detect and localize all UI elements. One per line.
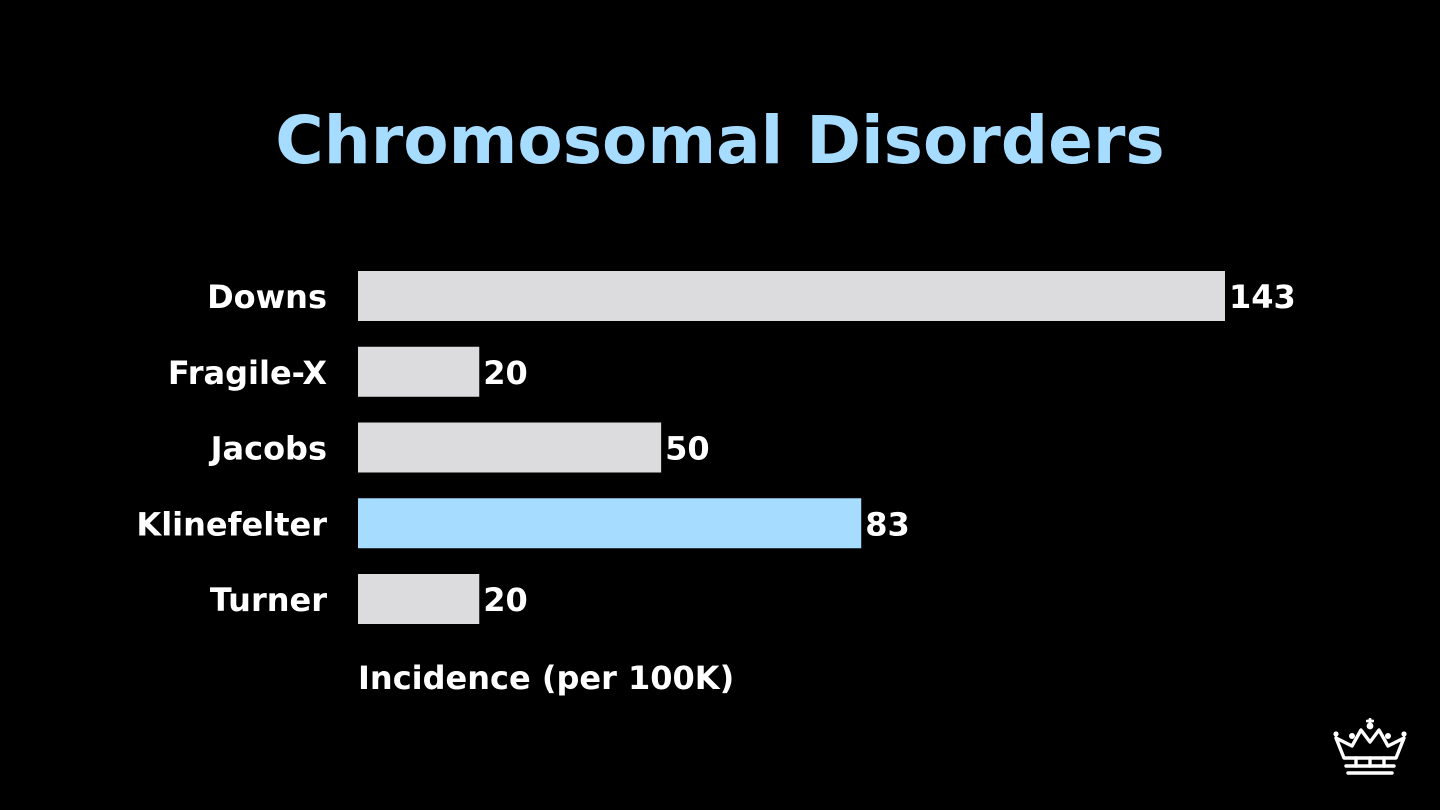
x-axis-label: Incidence (per 100K) — [358, 659, 735, 697]
crown-icon — [1333, 718, 1407, 775]
data-label: 83 — [865, 505, 910, 543]
bar-downs — [358, 271, 1225, 321]
category-label: Downs — [207, 278, 327, 316]
bar-turner — [358, 574, 480, 624]
bar-jacobs — [358, 422, 662, 473]
bar-fragile-x — [358, 346, 480, 397]
data-label: 20 — [483, 354, 528, 392]
category-label: Fragile-X — [168, 354, 327, 392]
chart-title: Chromosomal Disorders — [275, 102, 1165, 179]
bar-klinefelter — [358, 498, 862, 549]
data-label: 50 — [665, 430, 710, 468]
category-label: Turner — [210, 581, 327, 619]
category-label: Jacobs — [209, 430, 327, 468]
data-label: 20 — [483, 581, 528, 619]
data-label: 143 — [1229, 278, 1296, 316]
category-label: Klinefelter — [136, 505, 327, 543]
